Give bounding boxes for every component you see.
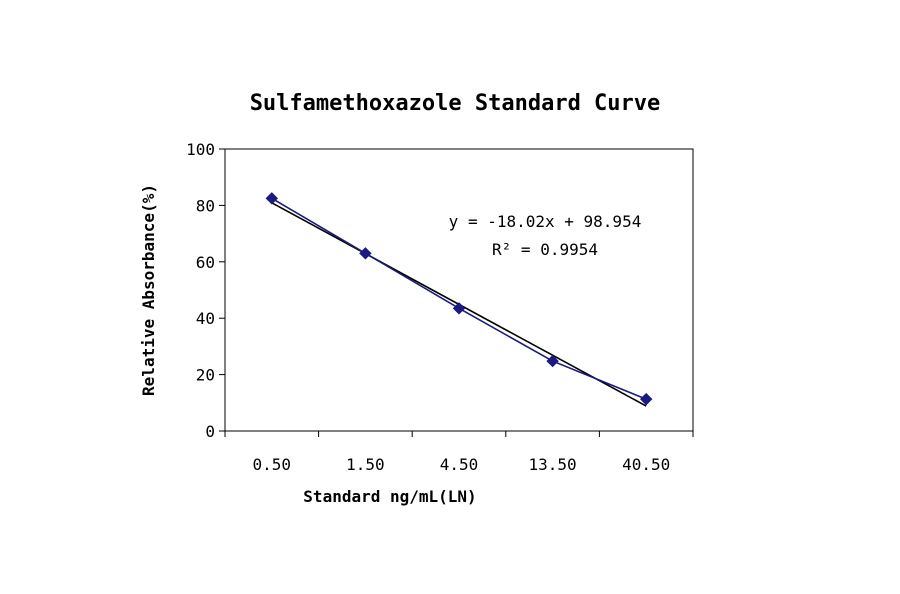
x-tick-label-1: 1.50 <box>346 455 385 474</box>
x-axis-label: Standard ng/mL(LN) <box>303 487 476 506</box>
x-tick-label-2: 4.50 <box>440 455 479 474</box>
series-layer <box>265 192 653 406</box>
y-tick-label-1: 20 <box>196 366 215 385</box>
x-tick-label-4: 40.50 <box>622 455 670 474</box>
y-axis: 0 20 40 60 80 100 <box>186 140 225 441</box>
r2-value: = 0.9954 <box>521 240 598 259</box>
chart-title: Sulfamethoxazole Standard Curve <box>250 91 661 116</box>
data-point-0 <box>265 192 279 205</box>
y-tick-label-2: 40 <box>196 309 215 328</box>
r2-annotation: R² = 0.9954 <box>492 240 598 259</box>
y-tick-label-0: 0 <box>205 422 215 441</box>
data-point-2 <box>452 302 466 315</box>
r2-label: R² <box>492 240 511 259</box>
y-axis-label: Relative Absorbance(%) <box>139 184 158 396</box>
y-tick-label-3: 60 <box>196 253 215 272</box>
x-tick-label-3: 13.50 <box>529 455 577 474</box>
equation-label: y = -18.02x + 98.954 <box>449 212 642 231</box>
x-axis: 0.50 1.50 4.50 13.50 40.50 <box>224 431 694 474</box>
y-tick-label-5: 100 <box>186 140 215 159</box>
plot-area <box>224 148 694 432</box>
data-point-3 <box>546 354 559 368</box>
data-point-1 <box>359 247 372 260</box>
data-point-4 <box>639 392 653 406</box>
y-tick-label-4: 80 <box>196 196 215 215</box>
x-tick-label-0: 0.50 <box>253 455 292 474</box>
